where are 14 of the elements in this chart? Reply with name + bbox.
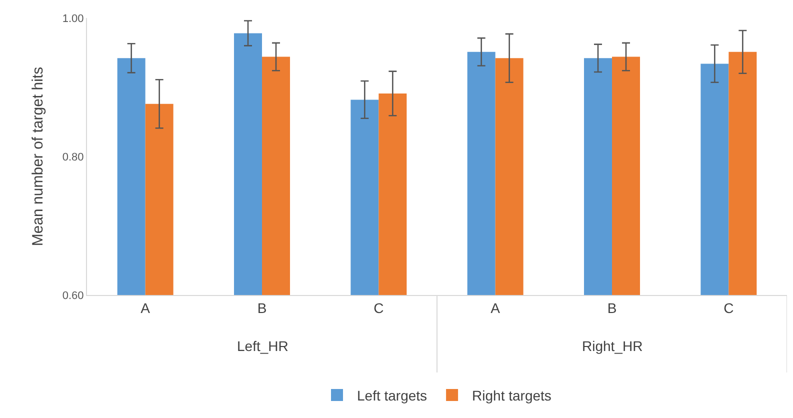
x-tick-label: B — [257, 300, 267, 316]
x-tick-label: A — [490, 300, 501, 316]
text: Left_HR — [237, 338, 288, 354]
x-tick-label: A — [140, 300, 151, 316]
y-tick-label: 0.80 — [62, 151, 84, 164]
x-tick-label: B — [607, 300, 617, 316]
y-tick-label: 0.60 — [62, 290, 84, 302]
x-tick-label: C — [374, 300, 384, 316]
x-tick-label: C — [724, 300, 734, 316]
y-tick-label: 1.00 — [62, 12, 84, 25]
legend-label: Right targets — [472, 387, 552, 404]
y-axis-title: Mean number of target hits — [30, 66, 47, 246]
legend-label: Left targets — [357, 387, 428, 404]
text: Right_HR — [582, 338, 643, 354]
